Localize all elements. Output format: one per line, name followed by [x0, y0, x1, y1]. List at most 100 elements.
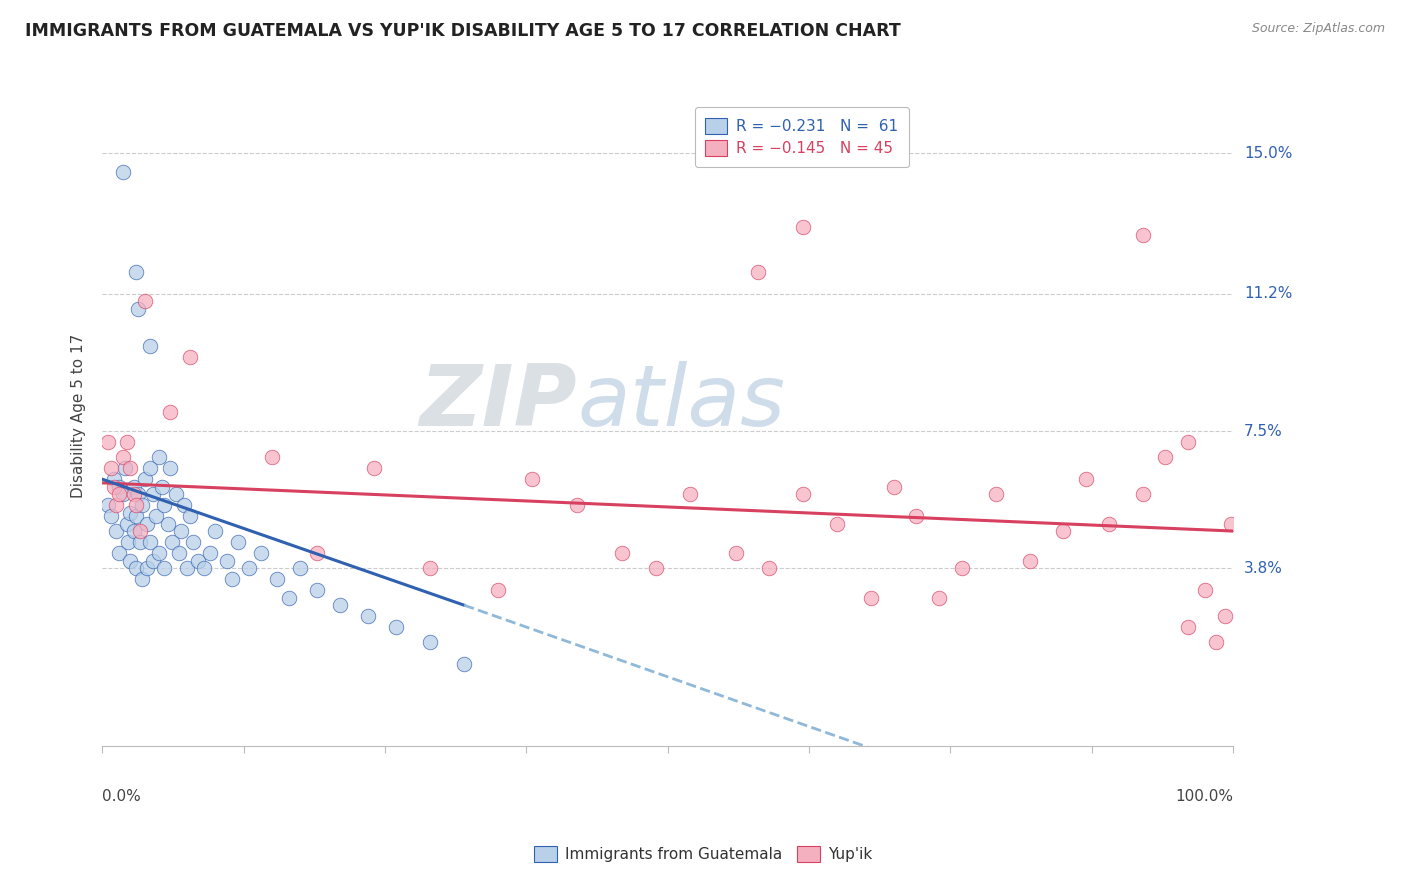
Point [363, 461, 385, 475]
Point [111, 487, 134, 501]
Point [1098, 516, 1121, 531]
Point [329, 598, 352, 612]
Point [905, 509, 928, 524]
Point [792, 487, 814, 501]
Y-axis label: Disability Age 5 to 17: Disability Age 5 to 17 [72, 334, 86, 499]
Text: atlas: atlas [578, 361, 785, 444]
Text: IMMIGRANTS FROM GUATEMALA VS YUP'IK DISABILITY AGE 5 TO 17 CORRELATION CHART: IMMIGRANTS FROM GUATEMALA VS YUP'IK DISA… [25, 22, 901, 40]
Point [125, 561, 148, 575]
Text: ZIP: ZIP [419, 361, 578, 444]
Point [100, 461, 122, 475]
Point [125, 509, 148, 524]
Point [1018, 554, 1040, 568]
Point [120, 461, 142, 475]
Point [104, 524, 127, 538]
Point [145, 509, 167, 524]
Point [486, 583, 509, 598]
Point [419, 635, 441, 649]
Point [115, 435, 138, 450]
Point [125, 498, 148, 512]
Point [127, 301, 149, 316]
Text: 3.8%: 3.8% [1244, 560, 1284, 575]
Point [179, 509, 201, 524]
Point [266, 572, 288, 586]
Point [1177, 435, 1199, 450]
Point [950, 561, 973, 575]
Point [122, 524, 145, 538]
Point [131, 572, 153, 586]
Point [167, 546, 190, 560]
Point [131, 498, 153, 512]
Point [125, 265, 148, 279]
Point [134, 294, 156, 309]
Point [1132, 487, 1154, 501]
Point [645, 561, 668, 575]
Point [1052, 524, 1074, 538]
Point [117, 535, 139, 549]
Point [747, 265, 769, 279]
Point [307, 546, 329, 560]
Point [176, 561, 198, 575]
Point [153, 561, 176, 575]
Point [120, 506, 142, 520]
Point [288, 561, 311, 575]
Point [103, 472, 125, 486]
Point [108, 487, 131, 501]
Point [138, 461, 160, 475]
Point [181, 535, 204, 549]
Point [679, 487, 702, 501]
Point [187, 554, 209, 568]
Text: 11.2%: 11.2% [1244, 286, 1292, 301]
Legend: R = −0.231   N =  61, R = −0.145   N = 45: R = −0.231 N = 61, R = −0.145 N = 45 [695, 107, 908, 167]
Point [156, 516, 179, 531]
Point [165, 487, 187, 501]
Point [108, 546, 131, 560]
Point [792, 220, 814, 235]
Point [120, 554, 142, 568]
Point [108, 480, 131, 494]
Point [1194, 583, 1216, 598]
Point [128, 524, 150, 538]
Point [198, 546, 221, 560]
Point [520, 472, 543, 486]
Point [136, 516, 159, 531]
Point [860, 591, 883, 605]
Point [221, 572, 243, 586]
Point [111, 450, 134, 464]
Point [111, 164, 134, 178]
Point [1074, 472, 1097, 486]
Point [179, 350, 201, 364]
Legend: Immigrants from Guatemala, Yup'ik: Immigrants from Guatemala, Yup'ik [527, 840, 879, 868]
Point [138, 339, 160, 353]
Point [128, 535, 150, 549]
Point [1213, 609, 1236, 624]
Point [277, 591, 299, 605]
Point [385, 620, 408, 634]
Point [142, 487, 165, 501]
Text: 15.0%: 15.0% [1244, 145, 1292, 161]
Point [122, 487, 145, 501]
Point [148, 546, 170, 560]
Point [159, 461, 181, 475]
Point [204, 524, 226, 538]
Point [127, 487, 149, 501]
Point [153, 498, 176, 512]
Point [97, 498, 120, 512]
Point [567, 498, 589, 512]
Point [114, 461, 136, 475]
Point [150, 480, 173, 494]
Point [1154, 450, 1177, 464]
Point [100, 509, 122, 524]
Point [138, 535, 160, 549]
Point [1177, 620, 1199, 634]
Point [758, 561, 780, 575]
Point [1132, 227, 1154, 242]
Point [97, 435, 120, 450]
Point [307, 583, 329, 598]
Point [827, 516, 849, 531]
Point [612, 546, 634, 560]
Point [453, 657, 475, 672]
Point [984, 487, 1007, 501]
Point [724, 546, 747, 560]
Point [170, 524, 193, 538]
